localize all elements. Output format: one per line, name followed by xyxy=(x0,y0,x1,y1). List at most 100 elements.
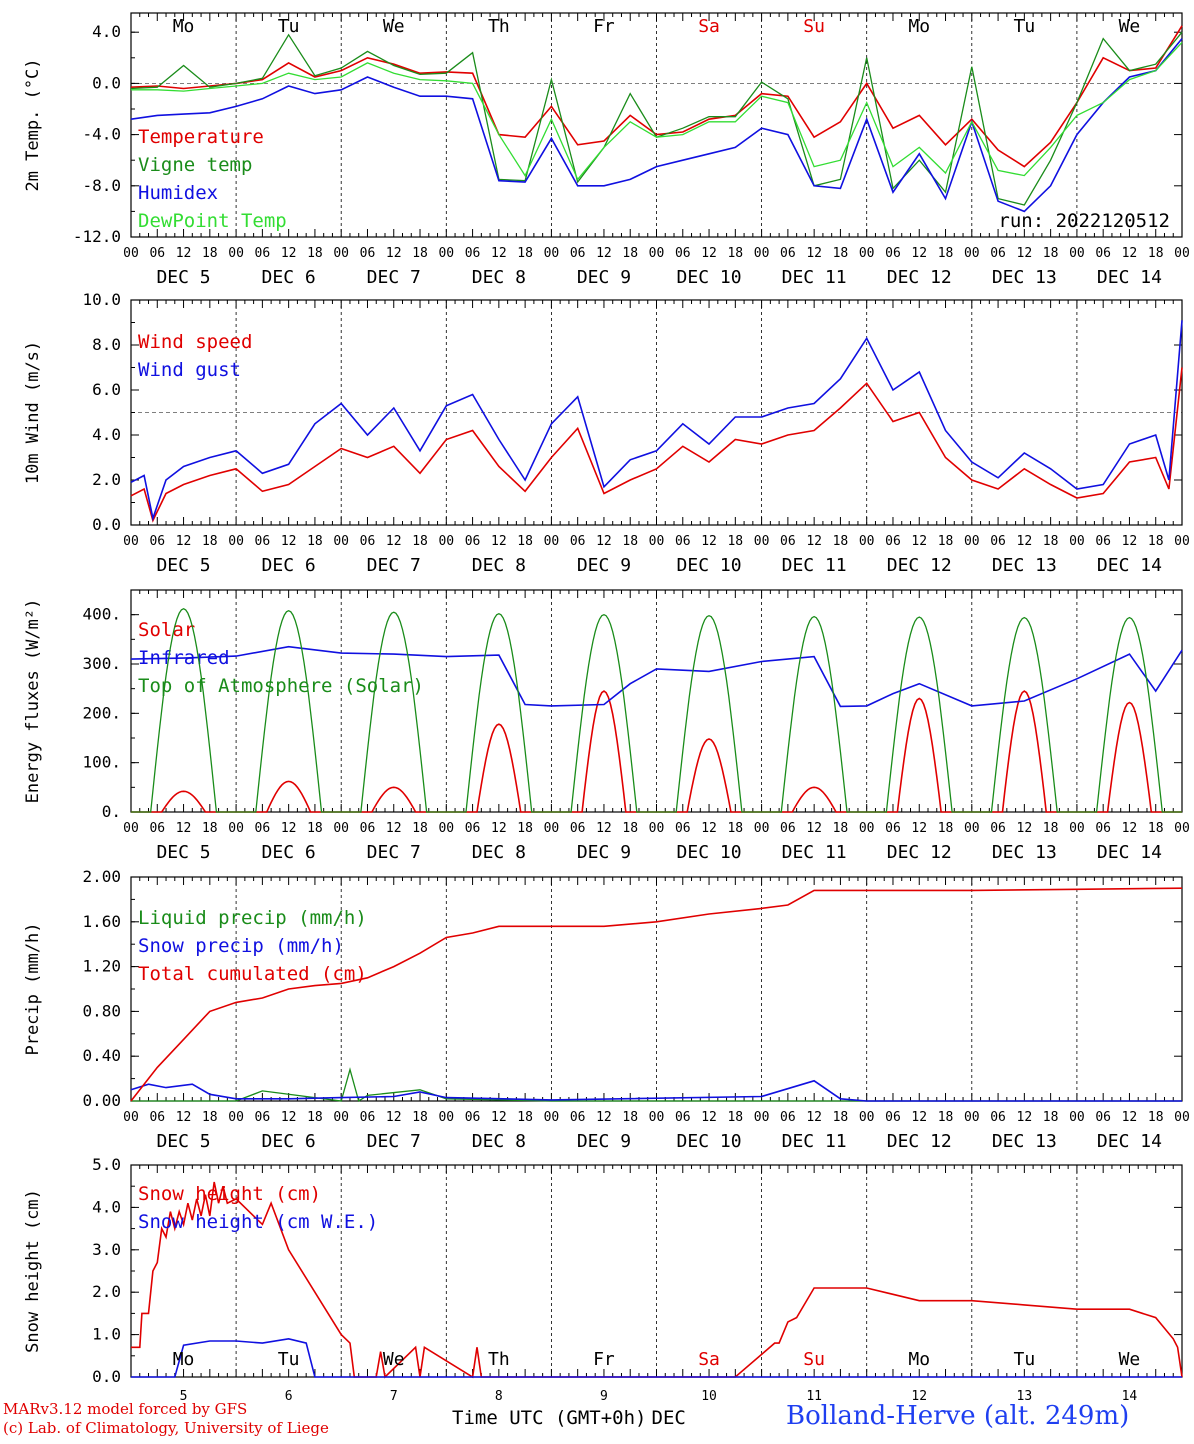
y-tick-label: -4.0 xyxy=(82,125,121,144)
hour-label: 06 xyxy=(570,246,586,261)
hour-label: 06 xyxy=(675,246,691,261)
hour-label: 18 xyxy=(938,1110,954,1125)
date-label: DEC 11 xyxy=(782,267,847,288)
hour-label: 18 xyxy=(1148,246,1164,261)
hour-label: 12 xyxy=(281,821,297,836)
hour-label: 12 xyxy=(1017,821,1033,836)
hour-label: 18 xyxy=(727,246,743,261)
series-line-solar xyxy=(131,690,1182,813)
date-label: DEC 7 xyxy=(367,267,421,288)
legend-vigne-temp: Vigne temp xyxy=(138,154,252,176)
date-label: DEC 13 xyxy=(992,267,1057,288)
y-tick-label: 0.0 xyxy=(92,73,121,92)
hour-label: 12 xyxy=(281,246,297,261)
hour-label: 12 xyxy=(596,821,612,836)
hour-label: 06 xyxy=(149,534,165,549)
hour-label: 12 xyxy=(386,246,402,261)
hour-label: 18 xyxy=(622,246,638,261)
y-tick-label: 0.40 xyxy=(82,1046,121,1065)
hour-label: 00 xyxy=(1174,246,1190,261)
hour-label: 06 xyxy=(255,534,271,549)
hour-label: 00 xyxy=(123,246,139,261)
hour-label: 12 xyxy=(491,246,507,261)
hour-label: 18 xyxy=(412,246,428,261)
y-axis-title: Snow height (cm) xyxy=(23,1189,43,1353)
hour-label: 06 xyxy=(360,246,376,261)
day-number: 5 xyxy=(180,1389,188,1404)
hour-label: 06 xyxy=(360,1110,376,1125)
series-line-temperature xyxy=(130,25,1183,168)
date-label: DEC 13 xyxy=(992,1131,1057,1152)
y-tick-label: 0.0 xyxy=(92,515,121,534)
hour-label: 00 xyxy=(544,821,560,836)
hour-label: 06 xyxy=(465,821,481,836)
weekday-label: Fr xyxy=(593,1349,615,1370)
legend-snow-height-cm-: Snow height (cm) xyxy=(138,1183,321,1205)
legend-solar: Solar xyxy=(138,619,195,641)
date-label: DEC 12 xyxy=(887,555,952,576)
series-line-humidex xyxy=(130,38,1183,213)
x-axis-title: Time UTC (GMT+0h) xyxy=(452,1407,646,1429)
y-tick-label: 4.0 xyxy=(92,22,121,41)
date-label: DEC 10 xyxy=(677,1131,742,1152)
y-tick-label: 4.0 xyxy=(92,425,121,444)
hour-label: 06 xyxy=(570,1110,586,1125)
hour-label: 18 xyxy=(727,534,743,549)
hour-label: 00 xyxy=(333,246,349,261)
y-tick-label: 10.0 xyxy=(82,290,121,309)
hour-label: 18 xyxy=(622,821,638,836)
series-line-snow-precip-mm-h- xyxy=(130,1079,1182,1102)
date-label: DEC 6 xyxy=(262,555,316,576)
legend-top-of-atmosphere-solar-: Top of Atmosphere (Solar) xyxy=(138,675,424,697)
weekday-label: Mo xyxy=(173,16,195,37)
date-label: DEC 14 xyxy=(1097,555,1162,576)
hour-label: 18 xyxy=(202,821,218,836)
hour-label: 18 xyxy=(517,821,533,836)
date-label: DEC 6 xyxy=(262,842,316,863)
panel-1: 4.0 0.0 -4.0 -8.0 -12.0 2m Temp. (°C) 00 06 12 18… xyxy=(23,12,1190,288)
y-tick-label: 2.0 xyxy=(92,470,121,489)
hour-label: 00 xyxy=(964,821,980,836)
hour-label: 00 xyxy=(859,1110,875,1125)
hour-label: 06 xyxy=(780,821,796,836)
y-tick-label: 300. xyxy=(82,654,121,673)
day-number: 12 xyxy=(911,1389,927,1404)
weekday-label: Tu xyxy=(1014,16,1036,37)
hour-label: 00 xyxy=(228,534,244,549)
hour-label: 06 xyxy=(1095,1110,1111,1125)
hour-label: 00 xyxy=(754,1110,770,1125)
hour-label: 06 xyxy=(780,1110,796,1125)
hour-label: 18 xyxy=(517,246,533,261)
y-tick-label: 1.20 xyxy=(82,957,121,976)
hour-label: 18 xyxy=(1148,821,1164,836)
hour-label: 18 xyxy=(1043,1110,1059,1125)
day-number: 8 xyxy=(495,1389,503,1404)
hour-label: 06 xyxy=(885,534,901,549)
y-axis-title: Energy fluxes (W/m²) xyxy=(23,599,43,804)
weekday-label: Th xyxy=(488,1349,510,1370)
hour-label: 12 xyxy=(1017,246,1033,261)
hour-label: 06 xyxy=(255,1110,271,1125)
hour-label: 18 xyxy=(938,534,954,549)
day-number: 13 xyxy=(1017,1389,1033,1404)
hour-label: 06 xyxy=(1095,534,1111,549)
weekday-label: Fr xyxy=(593,16,615,37)
hour-label: 00 xyxy=(544,534,560,549)
hour-label: 00 xyxy=(228,246,244,261)
date-label: DEC 8 xyxy=(472,267,526,288)
date-label: DEC 7 xyxy=(367,555,421,576)
date-label: DEC 9 xyxy=(577,842,631,863)
date-label: DEC 14 xyxy=(1097,267,1162,288)
hour-label: 18 xyxy=(202,534,218,549)
hour-label: 00 xyxy=(1069,1110,1085,1125)
hour-label: 00 xyxy=(964,246,980,261)
hour-label: 06 xyxy=(465,246,481,261)
hour-label: 12 xyxy=(806,534,822,549)
hour-label: 12 xyxy=(806,246,822,261)
series-line-liquid-precip-mm-h- xyxy=(131,1067,1182,1103)
hour-label: 12 xyxy=(386,534,402,549)
hour-label: 00 xyxy=(544,1110,560,1125)
day-number: 11 xyxy=(806,1389,822,1404)
hour-label: 12 xyxy=(1017,1110,1033,1125)
hour-label: 18 xyxy=(833,1110,849,1125)
